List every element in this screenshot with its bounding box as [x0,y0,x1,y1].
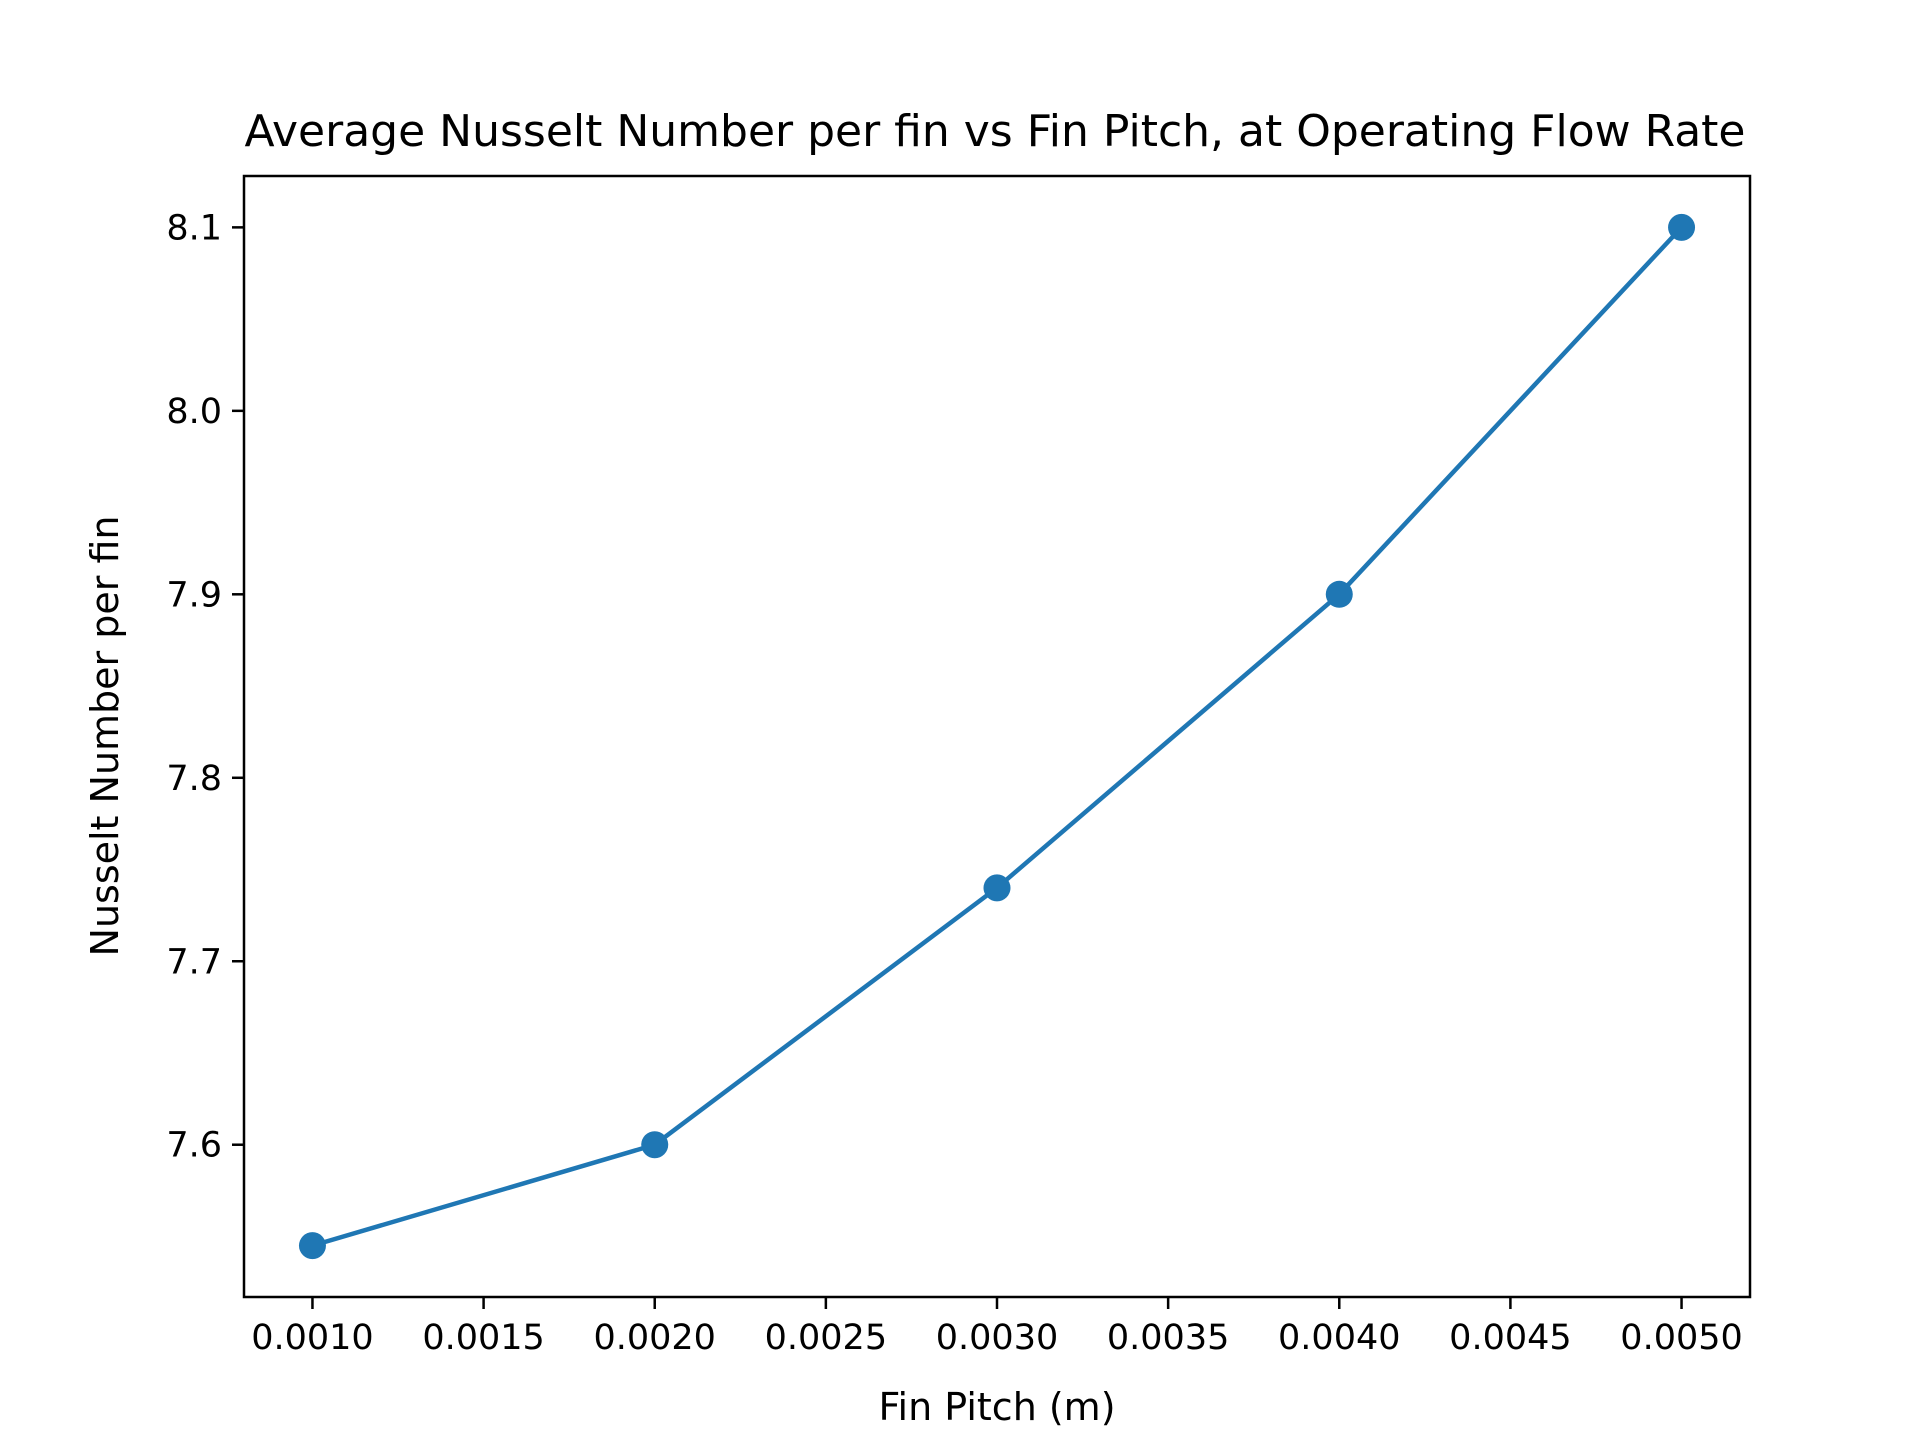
x-tick-label: 0.0020 [593,1318,715,1358]
y-tick-label: 8.0 [166,392,222,432]
data-point [1668,213,1696,241]
y-tick-label: 7.9 [166,575,222,615]
x-tick-label: 0.0045 [1449,1318,1571,1358]
x-tick-label: 0.0035 [1107,1318,1229,1358]
x-tick-label: 0.0025 [765,1318,887,1358]
plot-area [298,213,1696,1260]
y-tick-label: 7.8 [166,759,222,799]
y-tick-label: 8.1 [166,208,222,248]
data-point [983,874,1011,902]
y-tick-label: 7.7 [166,942,222,982]
x-tick-label: 0.0010 [251,1318,373,1358]
series-line [311,225,1684,1248]
axes-frame [242,174,1752,1299]
data-point [1325,580,1353,608]
chart-title: Average Nusselt Number per fin vs Fin Pi… [245,106,1746,157]
y-tick-label: 7.6 [166,1126,222,1166]
x-tick-label: 0.0040 [1278,1318,1400,1358]
x-tick-label: 0.0030 [936,1318,1058,1358]
y-axis-label: Nusselt Number per fin [83,516,127,957]
data-point [298,1232,326,1260]
data-point [641,1131,669,1159]
x-axis-label: Fin Pitch (m) [878,1385,1115,1429]
x-tick-label: 0.0015 [422,1318,544,1358]
x-tick-label: 0.0050 [1620,1318,1742,1358]
